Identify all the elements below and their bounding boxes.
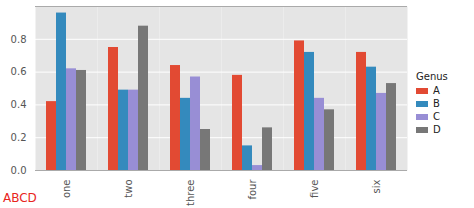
svg-text:two: two <box>123 180 134 198</box>
html-text:D: D <box>433 124 441 135</box>
html-text:C: C <box>433 111 440 122</box>
svg-text:0.4: 0.4 <box>11 99 27 110</box>
html-text:A: A <box>433 85 440 96</box>
html-text:Genus: Genus <box>416 71 448 82</box>
svg-text:0.2: 0.2 <box>11 132 27 143</box>
svg-text:six: six <box>371 179 382 193</box>
svg-text:0.6: 0.6 <box>11 66 27 77</box>
svg-text:0.8: 0.8 <box>11 34 27 45</box>
svg-text:five: five <box>309 180 320 198</box>
html-text:B: B <box>433 98 440 109</box>
svg-text:one: one <box>61 180 72 199</box>
svg-text:four: four <box>247 179 258 200</box>
html-text:ABCD: ABCD <box>3 191 37 205</box>
svg-text:three: three <box>185 180 196 206</box>
svg-text:0.0: 0.0 <box>11 165 27 176</box>
